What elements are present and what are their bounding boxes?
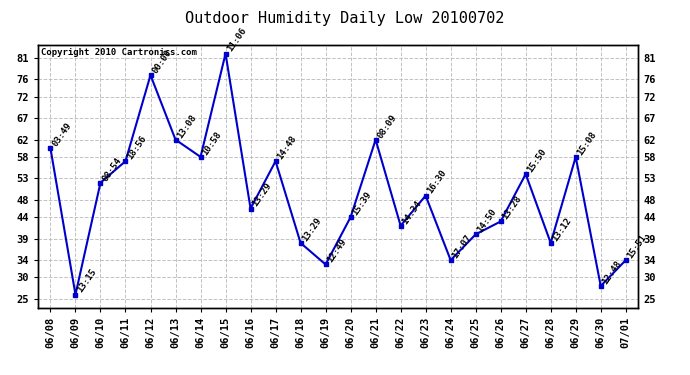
Text: 13:08: 13:08 (175, 112, 198, 140)
Text: 08:09: 08:09 (375, 112, 398, 140)
Text: 12:49: 12:49 (326, 237, 348, 264)
Text: 12:48: 12:48 (601, 259, 624, 286)
Text: 13:15: 13:15 (75, 267, 98, 295)
Text: 14:50: 14:50 (475, 207, 498, 234)
Text: 13:29: 13:29 (250, 182, 273, 209)
Text: Copyright 2010 Cartronics.com: Copyright 2010 Cartronics.com (41, 48, 197, 57)
Text: Outdoor Humidity Daily Low 20100702: Outdoor Humidity Daily Low 20100702 (186, 11, 504, 26)
Text: 17:07: 17:07 (451, 233, 473, 260)
Text: 15:39: 15:39 (351, 190, 373, 217)
Text: 15:50: 15:50 (526, 147, 549, 174)
Text: 03:49: 03:49 (50, 121, 73, 148)
Text: 00:00: 00:00 (150, 48, 173, 75)
Text: 14:48: 14:48 (275, 134, 298, 161)
Text: 13:28: 13:28 (501, 194, 524, 221)
Text: 13:12: 13:12 (551, 216, 573, 243)
Text: 14:34: 14:34 (401, 198, 424, 226)
Text: 18:56: 18:56 (126, 134, 148, 161)
Text: 11:06: 11:06 (226, 26, 248, 54)
Text: 16:30: 16:30 (426, 168, 449, 196)
Text: 10:58: 10:58 (201, 130, 224, 157)
Text: 13:29: 13:29 (301, 216, 324, 243)
Text: 08:54: 08:54 (101, 156, 124, 183)
Text: 15:08: 15:08 (575, 130, 598, 157)
Text: 15:51: 15:51 (626, 233, 649, 260)
